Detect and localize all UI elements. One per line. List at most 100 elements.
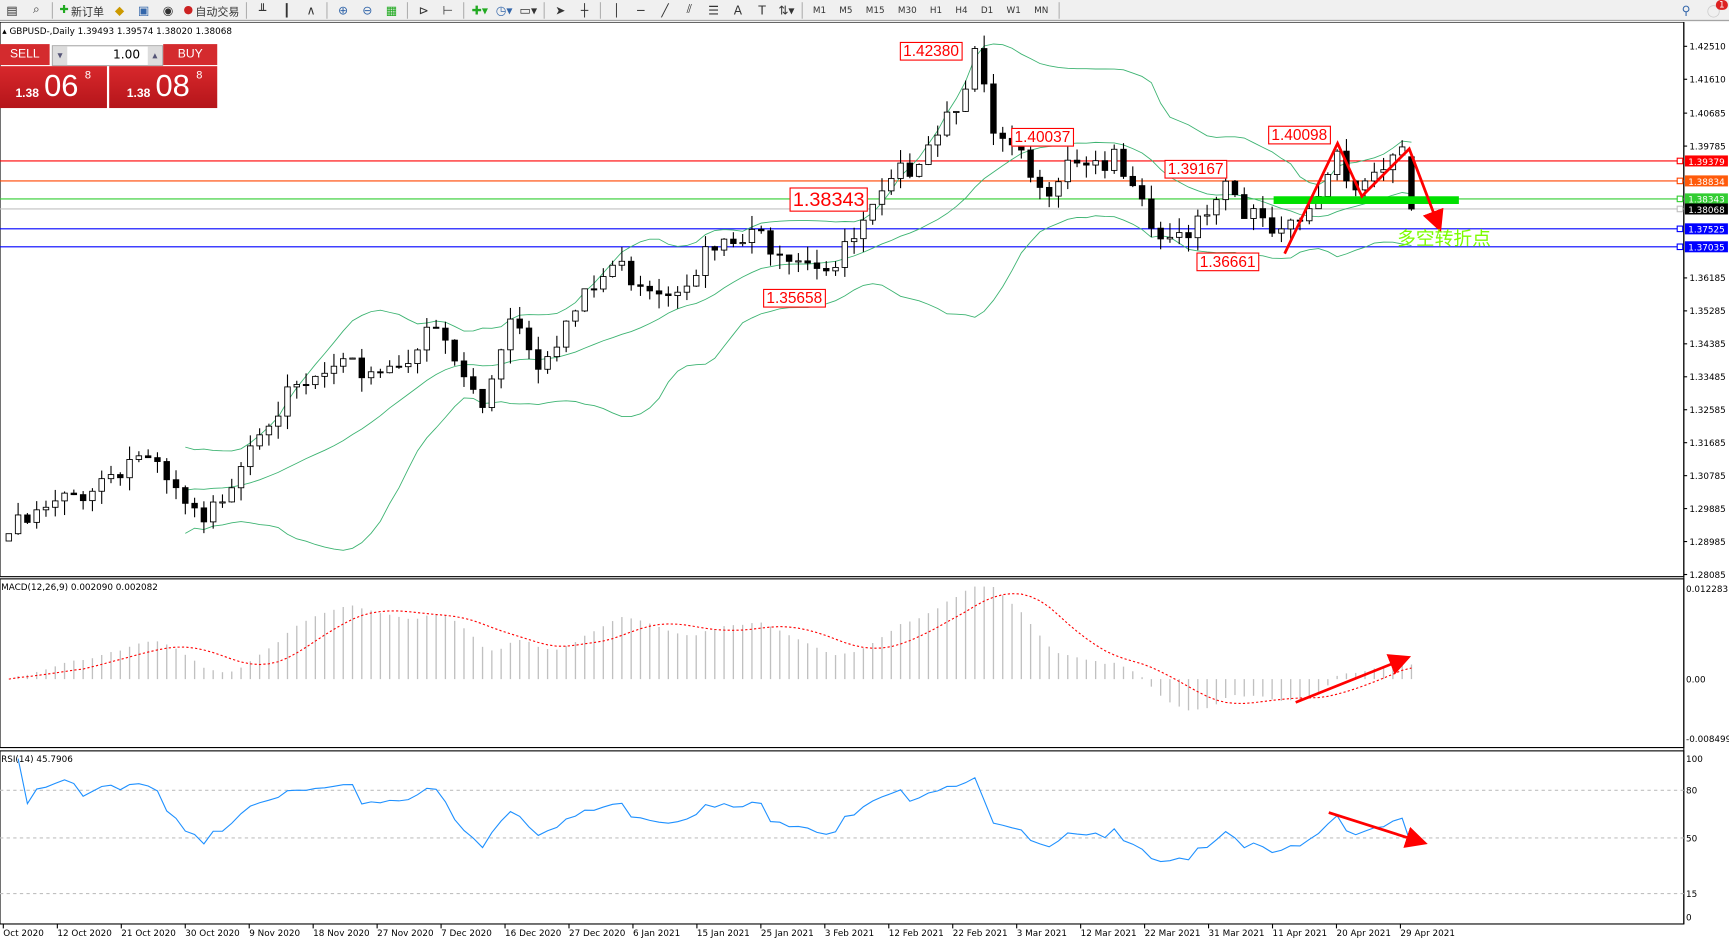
- level-price-label: 1.38068: [1688, 206, 1724, 216]
- lot-decrease-button[interactable]: ▼: [52, 46, 68, 66]
- lot-size-value[interactable]: 1.00: [113, 47, 141, 62]
- timeframe-w1[interactable]: W1: [1006, 4, 1021, 15]
- zoom-search-icon[interactable]: ⌕: [32, 2, 40, 17]
- candle: [934, 125, 941, 157]
- periods-icon[interactable]: ◷▾: [495, 2, 513, 18]
- candle: [182, 485, 189, 515]
- candle: [655, 278, 663, 309]
- sell-price[interactable]: 1.38 06 8: [0, 66, 107, 109]
- date-axis-label: 21 Oct 2020: [121, 928, 176, 939]
- text-icon[interactable]: A: [733, 2, 742, 18]
- chart-shift-icon[interactable]: ⊢: [442, 2, 454, 18]
- timeframe-m5[interactable]: M5: [839, 4, 853, 15]
- horizontal-line-icon[interactable]: ─: [637, 2, 645, 18]
- timeframe-m15[interactable]: M15: [865, 4, 885, 15]
- line-chart-icon[interactable]: ∧: [306, 2, 316, 18]
- auto-scroll-icon[interactable]: ⊳: [418, 2, 429, 18]
- candle-body: [1120, 148, 1127, 177]
- chart-window[interactable]: 1.39379 1.38834 1.38343 1.38068 1.37525 1.370…: [0, 22, 1729, 946]
- navigator-icon[interactable]: ▣: [138, 2, 150, 18]
- new-order-button[interactable]: ✚ 新订单: [60, 1, 105, 19]
- candle-body: [1241, 194, 1248, 219]
- date-axis-label: 18 Nov 2020: [313, 928, 370, 939]
- candle: [730, 232, 737, 248]
- candle: [479, 388, 486, 414]
- level-line-handle: [1676, 225, 1684, 233]
- candle-body: [1231, 180, 1239, 196]
- candle-body: [1036, 176, 1044, 188]
- trendline-icon[interactable]: ╱: [661, 2, 669, 18]
- arrows-icon[interactable]: ⇅▾: [778, 2, 795, 18]
- rsi-line: [17, 758, 1412, 863]
- candle: [405, 349, 412, 373]
- candle: [1231, 180, 1239, 198]
- candle-body: [915, 164, 923, 177]
- signals-icon[interactable]: ◉: [162, 2, 174, 18]
- price-annotation[interactable]: 1.40037: [1011, 127, 1074, 147]
- turning-point-note[interactable]: 多空转折点: [1397, 228, 1491, 251]
- tile-windows-icon[interactable]: ▦: [385, 2, 398, 18]
- candle: [349, 357, 356, 360]
- candle-body: [544, 356, 551, 370]
- buy-price[interactable]: 1.38 08 8: [109, 66, 218, 109]
- candle-body: [655, 290, 663, 295]
- price-annotation-high[interactable]: 1.42380: [899, 41, 963, 61]
- candle: [1073, 149, 1081, 168]
- lot-increase-button[interactable]: ▲: [147, 46, 163, 66]
- candle: [386, 360, 393, 374]
- candle-body: [126, 459, 133, 479]
- collapse-arrow-icon[interactable]: ▴: [2, 26, 7, 37]
- candle-body: [1148, 198, 1155, 229]
- candle-body: [209, 501, 217, 523]
- price-axis-label: 1.32585: [1689, 406, 1725, 416]
- candle: [1278, 216, 1285, 243]
- timeframe-bar: M1 M5 M15 M30 H1 H4 D1 W1 MN: [806, 5, 1055, 15]
- price-annotation-key-level[interactable]: 1.38343: [789, 187, 868, 212]
- price-annotation-low[interactable]: 1.35658: [763, 288, 826, 308]
- candle: [590, 275, 598, 298]
- candle: [1045, 182, 1053, 208]
- templates-icon[interactable]: ▭▾: [519, 2, 538, 18]
- sell-button[interactable]: SELL: [0, 44, 50, 66]
- candle-body: [758, 228, 765, 232]
- candle: [1157, 221, 1164, 250]
- candle: [367, 366, 375, 385]
- crosshair-icon[interactable]: ┼: [580, 2, 589, 18]
- market-watch-icon[interactable]: ◆: [114, 2, 125, 18]
- price-annotation[interactable]: 1.39167: [1164, 159, 1227, 179]
- timeframe-m1[interactable]: M1: [812, 4, 827, 15]
- auto-trading-button[interactable]: ● 自动交易: [183, 1, 239, 19]
- search-icon[interactable]: ⚲: [1681, 2, 1691, 18]
- price-annotation-low[interactable]: 1.36661: [1196, 252, 1259, 272]
- candle: [971, 46, 979, 92]
- timeframe-m30[interactable]: M30: [897, 4, 917, 15]
- zoom-out-icon[interactable]: ⊖: [362, 2, 373, 18]
- candle: [432, 319, 440, 329]
- cursor-icon[interactable]: ➤: [555, 2, 566, 18]
- profiles-icon[interactable]: ▤: [6, 2, 18, 18]
- timeframe-h4[interactable]: H4: [955, 4, 968, 15]
- timeframe-mn[interactable]: MN: [1034, 4, 1049, 15]
- timeframe-h1[interactable]: H1: [929, 4, 943, 15]
- zoom-in-icon[interactable]: ⊕: [337, 2, 349, 18]
- auto-trading-label: 自动交易: [195, 6, 240, 19]
- price-annotation[interactable]: 1.40098: [1268, 125, 1331, 145]
- buy-button[interactable]: BUY: [163, 44, 218, 66]
- text-label-icon[interactable]: T: [758, 2, 766, 18]
- notifications-button[interactable]: ◯ 1: [1701, 0, 1728, 19]
- date-axis-label: 12 Mar 2021: [1080, 928, 1137, 939]
- lot-size-stepper[interactable]: ▼ 1.00 ▲: [51, 45, 164, 67]
- chart-canvas[interactable]: 1.393791.388341.383431.380681.375251.370…: [0, 22, 1729, 946]
- candle-body: [98, 478, 105, 492]
- fibonacci-icon[interactable]: ☰: [708, 2, 720, 18]
- level-price-label: 1.38834: [1688, 178, 1725, 188]
- vertical-line-icon[interactable]: │: [612, 2, 621, 18]
- bar-chart-icon[interactable]: ╨: [258, 2, 267, 18]
- candle: [470, 368, 477, 394]
- indicators-icon[interactable]: ✚▾: [471, 2, 488, 18]
- candlestick-icon[interactable]: ┃: [283, 2, 291, 18]
- channel-icon[interactable]: ⫽: [686, 2, 693, 17]
- timeframe-d1[interactable]: D1: [980, 4, 994, 15]
- candle-body: [953, 110, 960, 113]
- toolbar: ▤ ⌕ ✚ 新订单 ◆ ▣ ◉ ● 自动交易 ╨ ┃ ∧ ⊕ ⊖ ▦ ⊳ ⊢ ✚▾ …: [0, 0, 1729, 21]
